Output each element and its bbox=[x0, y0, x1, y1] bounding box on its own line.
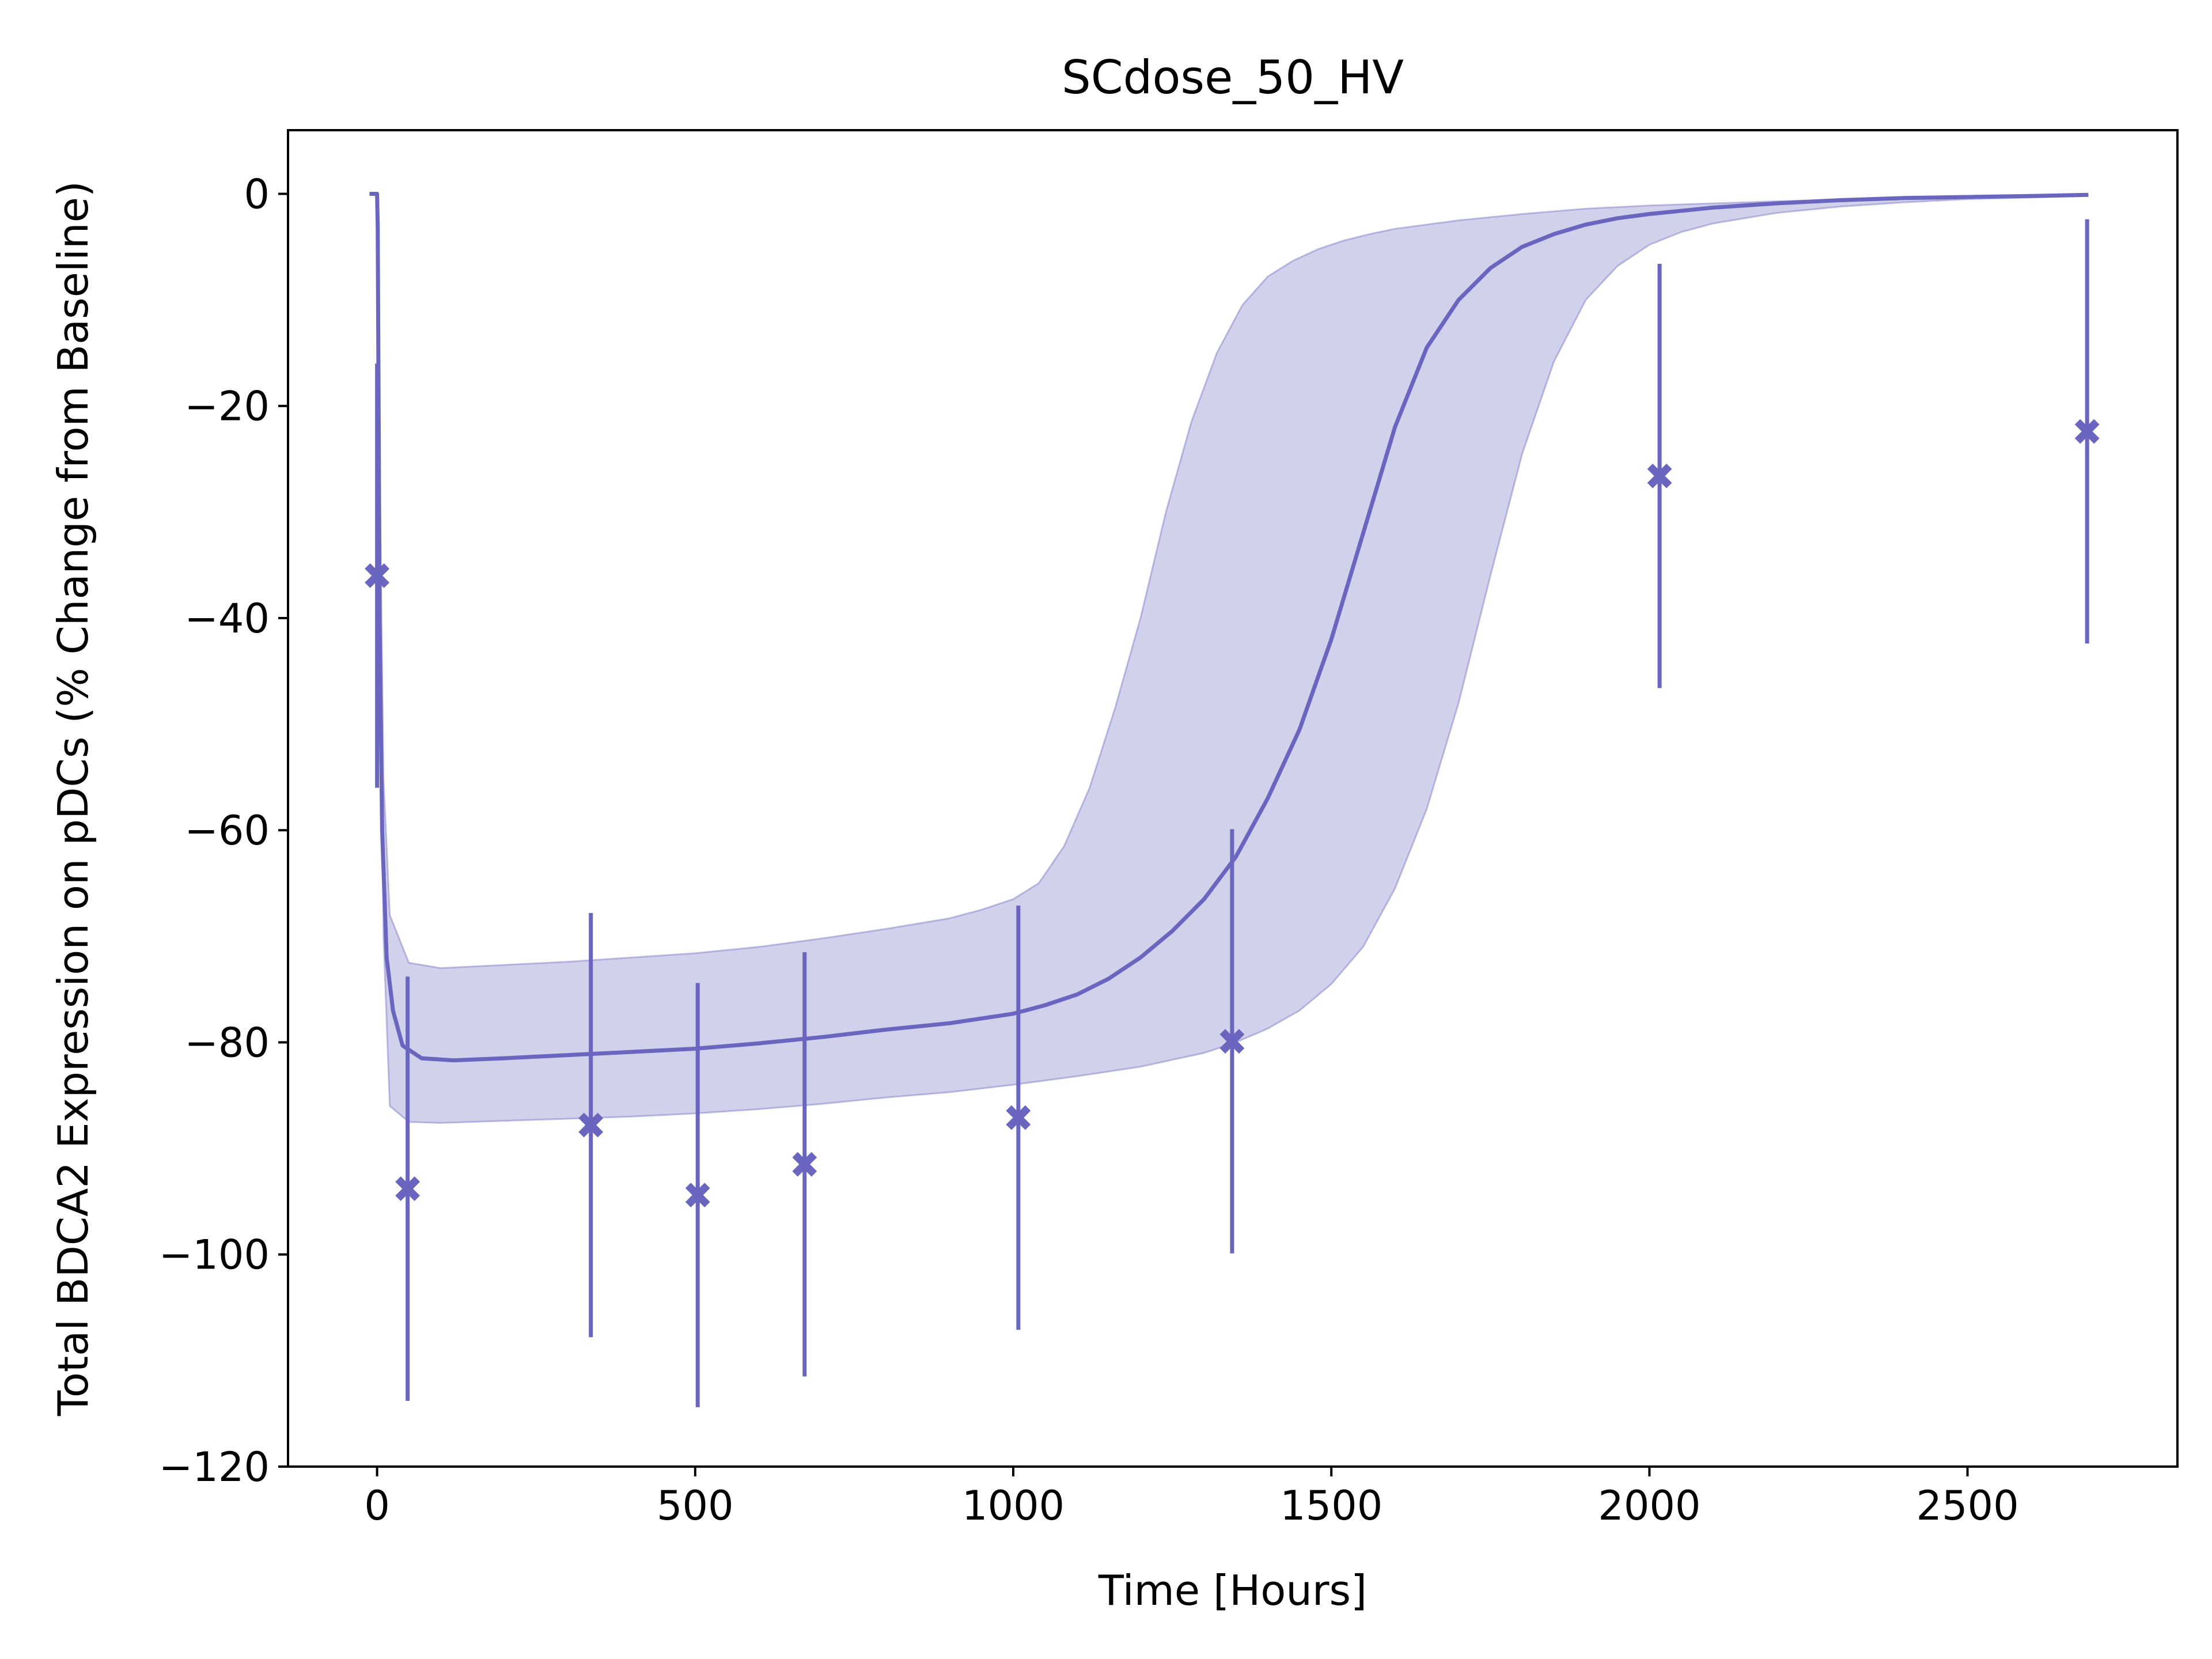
chart-title: SCdose_50_HV bbox=[1062, 51, 1404, 104]
y-tick-label: 0 bbox=[244, 171, 270, 218]
y-tick-label: −40 bbox=[184, 595, 270, 642]
model-median-line bbox=[369, 192, 2089, 1063]
x-tick-label: 1500 bbox=[1280, 1482, 1382, 1529]
y-tick-label: −60 bbox=[184, 807, 270, 854]
observed-point bbox=[685, 1183, 710, 1208]
observed-point bbox=[792, 1152, 817, 1177]
y-tick-label: −100 bbox=[159, 1232, 270, 1279]
x-tick-label: 500 bbox=[657, 1482, 734, 1529]
y-tick-label: −80 bbox=[184, 1019, 270, 1066]
x-axis: 0 500 1000 1500 2000 2500 bbox=[364, 1467, 2019, 1529]
y-tick-label: −20 bbox=[184, 383, 270, 430]
x-tick-label: 0 bbox=[364, 1482, 390, 1529]
observed-point bbox=[365, 563, 390, 588]
observed-point bbox=[1006, 1105, 1031, 1130]
x-axis-label: Time [Hours] bbox=[1098, 1566, 1367, 1615]
observed-point bbox=[395, 1176, 421, 1202]
observed-point bbox=[1219, 1029, 1245, 1054]
axes-frame bbox=[287, 129, 2179, 1468]
y-tick-label: −120 bbox=[159, 1444, 270, 1491]
observed-point bbox=[1647, 463, 1672, 488]
x-tick-label: 2500 bbox=[1916, 1482, 2018, 1529]
observed-point bbox=[578, 1112, 604, 1138]
plot-area bbox=[365, 192, 2100, 1407]
x-tick-label: 2000 bbox=[1598, 1482, 1700, 1529]
x-tick-label: 1000 bbox=[962, 1482, 1065, 1529]
y-axis-label: Total BDCA2 Expression on pDCs (% Change… bbox=[49, 181, 97, 1416]
observed-point bbox=[2074, 419, 2100, 444]
y-axis: 0 −20 −40 −60 −80 −100 −120 bbox=[159, 171, 288, 1491]
